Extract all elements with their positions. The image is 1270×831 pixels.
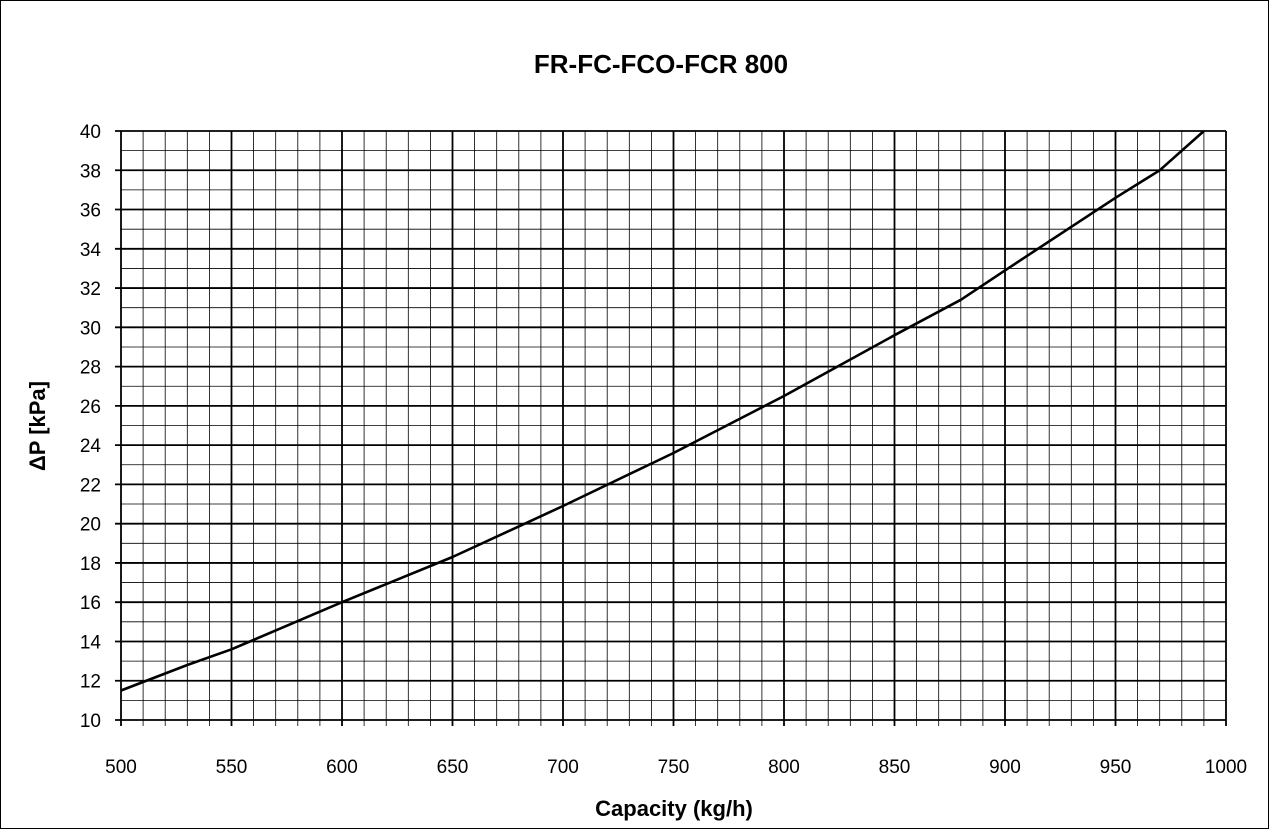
y-tick-label: 16 [80, 593, 101, 614]
y-tick-label: 28 [80, 358, 101, 379]
y-tick-labels: 10 12 14 16 18 20 22 24 26 28 30 32 34 36 38 40 [80, 122, 102, 732]
x-tick-labels: 500 550 600 650 700 750 800 850 900 950 1000 [105, 757, 1247, 778]
x-tick-label: 700 [547, 757, 579, 778]
series-line [121, 131, 1204, 691]
x-tick-label: 600 [326, 757, 358, 778]
y-tick-label: 30 [80, 318, 101, 339]
x-tick-label: 850 [879, 757, 911, 778]
x-tick-label: 950 [1100, 757, 1132, 778]
chart-title: FR-FC-FCO-FCR 800 [534, 49, 788, 79]
series-layer [121, 131, 1204, 691]
x-tick-label: 900 [989, 757, 1021, 778]
y-tick-label: 10 [80, 711, 101, 732]
x-axis-label: Capacity (kg/h) [595, 796, 753, 821]
x-tick-label: 500 [105, 757, 137, 778]
y-tick-label: 20 [80, 515, 101, 536]
y-tick-label: 14 [80, 632, 102, 653]
y-tick-label: 24 [80, 436, 102, 457]
x-tick-label: 800 [768, 757, 800, 778]
grid-major [115, 131, 1226, 726]
y-tick-label: 12 [80, 672, 101, 693]
x-tick-label: 1000 [1205, 757, 1247, 778]
y-tick-label: 38 [80, 161, 101, 182]
y-tick-label: 36 [80, 201, 101, 222]
y-tick-label: 34 [80, 240, 102, 261]
y-tick-label: 26 [80, 397, 101, 418]
x-tick-label: 750 [658, 757, 690, 778]
y-tick-label: 18 [80, 554, 101, 575]
y-axis-label: ΔP [kPa] [25, 381, 50, 471]
y-tick-label: 22 [80, 475, 101, 496]
x-tick-label: 650 [437, 757, 469, 778]
y-tick-label: 40 [80, 122, 101, 143]
x-tick-label: 550 [216, 757, 248, 778]
y-tick-label: 32 [80, 279, 101, 300]
